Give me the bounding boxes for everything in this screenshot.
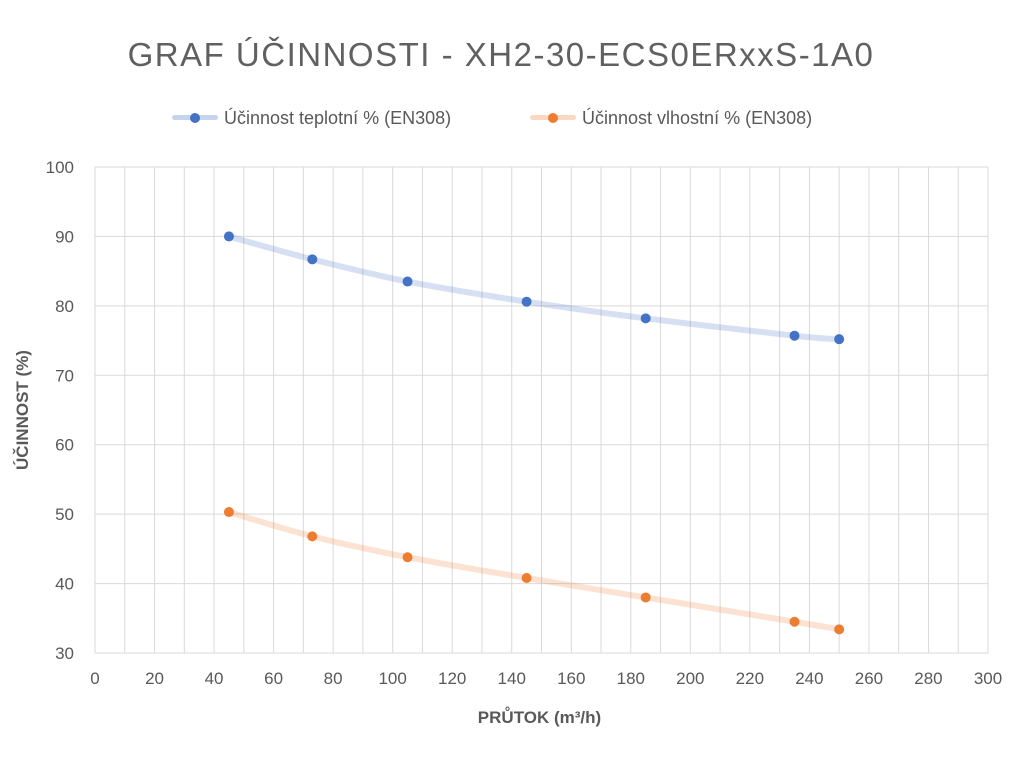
x-tick-label: 20 (145, 669, 164, 688)
y-tick-label: 80 (55, 297, 74, 316)
data-point-humidity (789, 616, 800, 627)
legend-label-thermal: Účinnost teplotní % (EN308) (224, 107, 452, 128)
x-tick-label: 300 (974, 669, 1002, 688)
data-point-humidity (307, 531, 318, 542)
x-tick-label: 140 (498, 669, 526, 688)
legend-label-humidity: Účinnost vlhostní % (EN308) (582, 107, 813, 128)
legend-marker-humidity (530, 104, 576, 132)
data-point-thermal (307, 254, 318, 265)
data-point-humidity (223, 507, 234, 518)
legend-item-thermal: Účinnost teplotní % (EN308) (172, 104, 451, 132)
x-tick-label: 220 (736, 669, 764, 688)
series-line-thermal (225, 233, 843, 343)
x-axis-title: PRŮTOK (m³/h) (478, 707, 601, 727)
data-point-thermal (789, 330, 800, 341)
data-point-thermal (402, 276, 413, 287)
x-tick-label: 120 (438, 669, 466, 688)
x-tick-label: 260 (855, 669, 883, 688)
data-point-thermal (223, 231, 234, 242)
y-tick-label: 50 (55, 505, 74, 524)
data-point-thermal (640, 313, 651, 324)
data-point-thermal (834, 334, 845, 345)
legend-dot-thermal (190, 113, 200, 123)
x-tick-label: 200 (676, 669, 704, 688)
x-tick-label: 280 (914, 669, 942, 688)
y-tick-label: 70 (55, 366, 74, 385)
series-line-humidity (225, 509, 843, 633)
chart-title: GRAF ÚČINNOSTI - XH2-30-ECS0ERxxS-1A0 (127, 36, 875, 73)
x-tick-label: 240 (795, 669, 823, 688)
data-point-humidity (402, 552, 413, 563)
legend-dot-humidity (548, 113, 558, 123)
y-tick-label: 100 (46, 158, 74, 177)
data-point-humidity (521, 573, 532, 584)
y-tick-label: 30 (55, 644, 74, 663)
y-tick-label: 40 (55, 575, 74, 594)
y-tick-label: 90 (55, 227, 74, 246)
x-tick-label: 180 (617, 669, 645, 688)
legend-marker-thermal (172, 104, 218, 132)
y-tick-label: 60 (55, 436, 74, 455)
x-tick-label: 40 (205, 669, 224, 688)
x-tick-label: 0 (90, 669, 99, 688)
x-tick-label: 160 (557, 669, 585, 688)
x-tick-label: 80 (324, 669, 343, 688)
x-tick-label: 60 (264, 669, 283, 688)
legend-item-humidity: Účinnost vlhostní % (EN308) (530, 104, 812, 132)
data-point-thermal (521, 296, 532, 307)
y-axis-title: ÚČINNOST (%) (13, 350, 32, 470)
x-tick-label: 100 (378, 669, 406, 688)
data-point-humidity (834, 624, 845, 635)
data-point-humidity (640, 592, 651, 603)
